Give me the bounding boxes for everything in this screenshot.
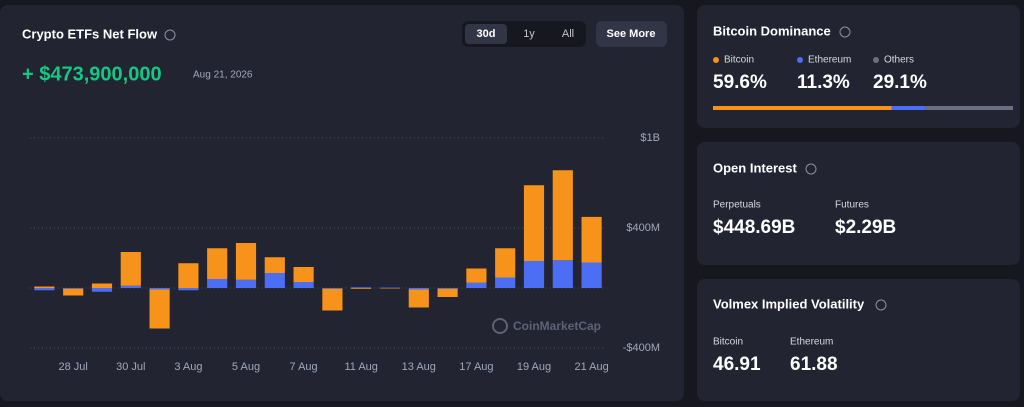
dominance-bar — [891, 106, 926, 110]
x-tick-label: 7 Aug — [290, 361, 318, 373]
bar-segment — [437, 288, 458, 289]
bar-segment — [293, 282, 314, 288]
bar-segment — [178, 288, 199, 291]
bar-segment — [322, 288, 343, 311]
bar-segment — [466, 282, 487, 288]
dominance-bar — [925, 106, 1013, 110]
metric-label: Perpetuals — [713, 200, 761, 211]
bar-segment — [207, 279, 228, 288]
bar-segment — [120, 252, 141, 286]
watermark-logo — [492, 318, 508, 334]
net-flow-value: + $473,900,000 — [22, 63, 162, 85]
bar-segment — [437, 288, 458, 297]
y-tick-label: $400M — [626, 222, 660, 234]
bar-segment — [149, 289, 170, 329]
metric-value: 46.91 — [713, 354, 761, 375]
legend-label: Bitcoin — [724, 55, 754, 66]
bar-segment — [34, 288, 55, 291]
x-tick-label: 3 Aug — [174, 361, 202, 373]
card-title: Bitcoin Dominance — [713, 23, 831, 38]
x-tick-label: 19 Aug — [517, 361, 551, 373]
net-flow-card — [0, 5, 684, 401]
x-tick-label: 30 Jul — [116, 361, 145, 373]
card-title: Crypto ETFs Net Flow — [22, 26, 158, 41]
bar-segment — [495, 277, 516, 288]
legend-dot — [873, 57, 879, 63]
bar-segment — [178, 263, 199, 288]
info-icon[interactable] — [805, 163, 817, 175]
info-icon[interactable] — [839, 26, 851, 38]
bar-segment — [63, 288, 84, 296]
bar-segment — [581, 216, 602, 263]
see-more-button[interactable] — [596, 21, 667, 47]
tab-active[interactable] — [465, 24, 507, 44]
bar-segment — [408, 289, 429, 308]
bar-segment — [264, 257, 285, 273]
legend-label: Ethereum — [808, 55, 851, 66]
info-icon[interactable] — [164, 29, 176, 41]
bar-segment — [552, 260, 573, 288]
bar-segment — [235, 243, 257, 280]
bar-segment — [581, 262, 602, 288]
metric-label: Ethereum — [790, 337, 833, 348]
dominance-value: 11.3% — [797, 72, 850, 93]
bar-segment — [408, 288, 429, 290]
watermark: CoinMarketCap — [513, 319, 601, 333]
tab[interactable]: All — [562, 28, 574, 40]
dominance-value: 29.1% — [873, 72, 927, 93]
bar-segment — [523, 261, 545, 288]
x-tick-label: 17 Aug — [459, 361, 493, 373]
bar-segment — [322, 288, 343, 289]
bar-segment — [466, 268, 487, 283]
x-tick-label: 21 Aug — [574, 361, 608, 373]
card-title: Open Interest — [713, 160, 797, 175]
y-tick-label: $1B — [640, 132, 660, 144]
x-tick-label: 28 Jul — [59, 361, 88, 373]
bar-segment — [293, 267, 314, 282]
y-tick-label: -$400M — [623, 342, 660, 354]
legend-label: Others — [884, 55, 914, 66]
info-icon[interactable] — [875, 299, 887, 311]
net-flow-date: Aug 21, 2026 — [193, 70, 253, 81]
legend-dot — [797, 57, 803, 63]
bar-segment — [235, 279, 257, 288]
bar-segment — [34, 286, 55, 288]
metric-value: 61.88 — [790, 354, 838, 375]
open-interest-card — [697, 142, 1020, 265]
dominance-value: 59.6% — [713, 72, 767, 93]
x-tick-label: 5 Aug — [232, 361, 260, 373]
bar-segment — [351, 287, 372, 288]
metric-label: Bitcoin — [713, 337, 743, 348]
dominance-card — [697, 5, 1020, 128]
bar-segment — [552, 170, 573, 261]
legend-dot — [713, 57, 719, 63]
dominance-bar — [713, 106, 892, 110]
tab[interactable]: 30d — [477, 28, 496, 40]
metric-label: Futures — [835, 200, 869, 211]
card-title: Volmex Implied Volatility — [713, 296, 865, 311]
bar-segment — [523, 185, 545, 261]
metric-value: $2.29B — [835, 217, 896, 238]
bar-segment — [207, 248, 228, 279]
bar-segment — [91, 283, 113, 288]
bar-segment — [120, 285, 141, 288]
tab[interactable]: 1y — [523, 28, 535, 40]
bar-segment — [351, 288, 372, 289]
bar-segment — [63, 288, 84, 289]
bar-segment — [495, 248, 516, 278]
metric-value: $448.69B — [713, 217, 795, 238]
bar-segment — [264, 273, 285, 288]
bar-segment — [149, 288, 170, 290]
bar-segment — [91, 288, 113, 292]
x-tick-label: 11 Aug — [344, 361, 377, 373]
x-tick-label: 13 Aug — [402, 361, 436, 373]
button-label[interactable]: See More — [607, 28, 656, 40]
volatility-card — [697, 279, 1020, 401]
